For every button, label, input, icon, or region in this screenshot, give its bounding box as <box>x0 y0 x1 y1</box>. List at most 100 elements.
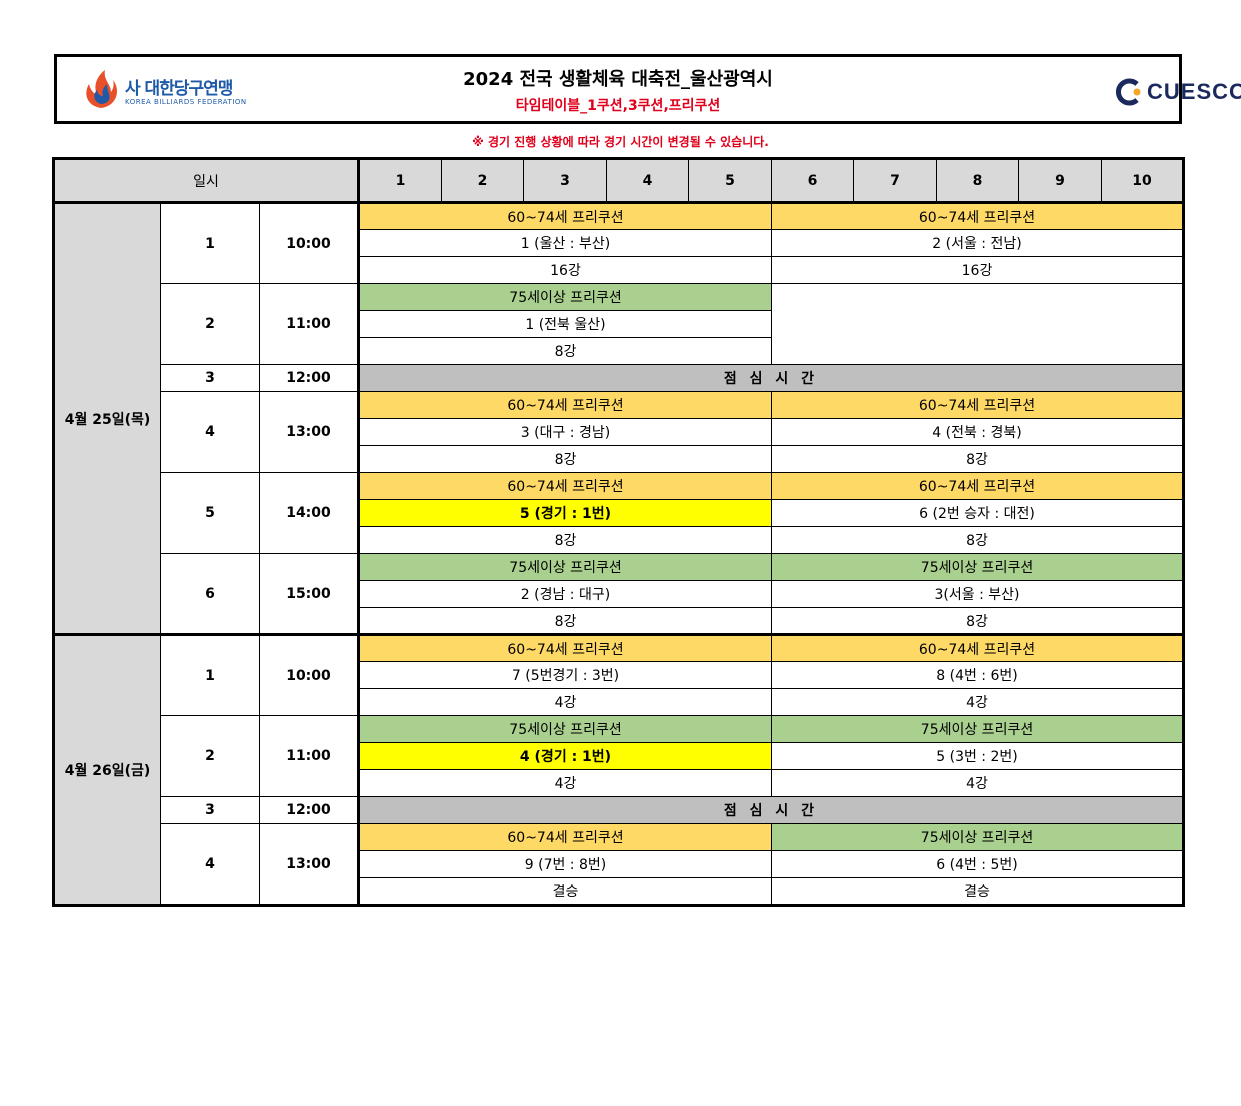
table-row: 5 14:00 60~74세 프리쿠션 60~74세 프리쿠션 <box>55 472 1183 554</box>
round-cell: 8강 <box>357 445 772 473</box>
match-cell: 1 (울산 : 부산) <box>357 229 772 257</box>
match-cell: 3 (대구 : 경남) <box>357 418 772 446</box>
match-cell: 6 (2번 승자 : 대전) <box>771 499 1183 527</box>
table-no-7: 7 <box>853 159 937 203</box>
round-cell: 8강 <box>357 526 772 554</box>
category-cell: 60~74세 프리쿠션 <box>357 201 772 230</box>
match-cell: 8 (4번 : 6번) <box>771 661 1183 689</box>
slot-time: 12:00 <box>259 364 359 392</box>
date-cell: 4월 26일(금) <box>54 633 161 905</box>
slot-time: 14:00 <box>259 472 359 554</box>
match-cell: 1 (전북 울산) <box>357 310 772 338</box>
table-row: 2 (경남 : 대구) 3(서울 : 부산) <box>55 580 1183 608</box>
slot-time: 11:00 <box>259 715 359 797</box>
slot-time: 12:00 <box>259 796 359 824</box>
match-cell: 4 (전북 : 경북) <box>771 418 1183 446</box>
slot-number: 4 <box>160 823 260 905</box>
round-cell: 4강 <box>357 688 772 716</box>
table-no-8: 8 <box>936 159 1019 203</box>
kbf-logo-english: KOREA BILLIARDS FEDERATION <box>125 98 247 106</box>
table-row: 7 (5번경기 : 3번) 8 (4번 : 6번) <box>55 661 1183 689</box>
schedule-table: 일시 1 2 3 4 5 6 7 8 9 10 4월 25일(목) 1 10:0… <box>52 157 1185 907</box>
table-row: 4강 4강 <box>55 769 1183 797</box>
slot-time: 11:00 <box>259 283 359 365</box>
table-no-4: 4 <box>606 159 689 203</box>
category-cell: 60~74세 프리쿠션 <box>771 201 1183 230</box>
slot-number: 5 <box>160 472 260 554</box>
slot-number: 1 <box>160 633 260 716</box>
page-subtitle: 타임테이블_1쿠션,3쿠션,프리쿠션 <box>515 98 721 114</box>
category-cell: 75세이상 프리쿠션 <box>357 283 772 311</box>
table-no-2: 2 <box>441 159 524 203</box>
category-cell: 60~74세 프리쿠션 <box>357 823 772 851</box>
match-cell: 6 (4번 : 5번) <box>771 850 1183 878</box>
table-row: 4강 4강 <box>55 688 1183 716</box>
date-cell: 4월 25일(목) <box>54 201 161 635</box>
table-no-5: 5 <box>688 159 772 203</box>
table-no-10: 10 <box>1101 159 1183 203</box>
category-cell: 75세이상 프리쿠션 <box>771 553 1183 581</box>
cuesco-wordmark: CUESCO <box>1147 79 1241 104</box>
category-cell: 60~74세 프리쿠션 <box>771 472 1183 500</box>
slot-time: 13:00 <box>259 391 359 473</box>
match-cell-highlighted: 5 (경기 : 1번) <box>357 499 772 527</box>
table-row: 4 13:00 60~74세 프리쿠션 60~74세 프리쿠션 <box>55 391 1183 473</box>
match-cell: 9 (7번 : 8번) <box>357 850 772 878</box>
slot-number: 2 <box>160 283 260 365</box>
category-cell: 60~74세 프리쿠션 <box>771 391 1183 419</box>
page-title: 2024 전국 생활체육 대축전_울산광역시 <box>463 69 773 90</box>
category-cell: 75세이상 프리쿠션 <box>771 823 1183 851</box>
match-cell-highlighted: 4 (경기 : 1번) <box>357 742 772 770</box>
table-no-9: 9 <box>1018 159 1102 203</box>
header-box: 사 대한당구연맹 KOREA BILLIARDS FEDERATION 2024… <box>54 54 1241 124</box>
table-no-6: 6 <box>771 159 854 203</box>
table-row: 8강 8강 <box>55 526 1183 554</box>
slot-number: 6 <box>160 553 260 635</box>
category-cell: 60~74세 프리쿠션 <box>771 633 1183 662</box>
slot-time: 10:00 <box>259 633 359 716</box>
schedule-notice: ※ 경기 진행 상황에 따라 경기 시간이 변경될 수 있습니다. <box>472 135 769 149</box>
table-row: 1 (울산 : 부산) 2 (서울 : 전남) <box>55 229 1183 257</box>
table-row: 4월 26일(금) 1 10:00 60~74세 프리쿠션 60~74세 프리쿠… <box>54 633 1183 905</box>
round-cell: 8강 <box>771 526 1183 554</box>
lunch-break-cell: 점 심 시 간 <box>357 796 1183 824</box>
table-row: 6 15:00 75세이상 프리쿠션 75세이상 프리쿠션 <box>55 553 1183 635</box>
match-cell: 5 (3번 : 2번) <box>771 742 1183 770</box>
round-cell: 8강 <box>357 337 772 365</box>
category-cell: 75세이상 프리쿠션 <box>771 715 1183 743</box>
table-no-1: 1 <box>357 159 442 203</box>
round-cell: 16강 <box>357 256 772 284</box>
match-cell: 2 (경남 : 대구) <box>357 580 772 608</box>
category-cell: 60~74세 프리쿠션 <box>357 391 772 419</box>
slot-number: 4 <box>160 391 260 473</box>
round-cell: 결승 <box>357 877 772 905</box>
round-cell: 4강 <box>771 769 1183 797</box>
category-cell: 60~74세 프리쿠션 <box>357 633 772 662</box>
table-row: 2 11:00 75세이상 프리쿠션 75세이상 프리쿠션 <box>55 715 1183 797</box>
match-cell: 3(서울 : 부산) <box>771 580 1183 608</box>
round-cell: 8강 <box>771 445 1183 473</box>
slot-time: 15:00 <box>259 553 359 635</box>
round-cell: 8강 <box>771 607 1183 635</box>
table-row: 4 13:00 60~74세 프리쿠션 75세이상 프리쿠션 <box>55 823 1183 905</box>
slot-time: 13:00 <box>259 823 359 905</box>
round-cell: 4강 <box>357 769 772 797</box>
kbf-logo-korean: 사 대한당구연맹 <box>125 79 233 99</box>
header-row: 일시 1 2 3 4 5 6 7 8 9 10 <box>54 159 1183 203</box>
table-row: 4 (경기 : 1번) 5 (3번 : 2번) <box>55 742 1183 770</box>
table-row: 4월 25일(목) 1 10:00 60~74세 프리쿠션 60~74세 프리쿠… <box>54 201 1183 635</box>
flame-icon <box>86 70 117 108</box>
col-header-datetime: 일시 <box>54 159 359 203</box>
table-row: 결승 결승 <box>55 877 1183 905</box>
table-row: 2 11:00 75세이상 프리쿠션 <box>55 283 1183 365</box>
round-cell: 결승 <box>771 877 1183 905</box>
table-row: 9 (7번 : 8번) 6 (4번 : 5번) <box>55 850 1183 878</box>
table-no-3: 3 <box>523 159 607 203</box>
cuesco-logo: CUESCO <box>1113 77 1241 107</box>
category-cell: 75세이상 프리쿠션 <box>357 715 772 743</box>
category-cell: 60~74세 프리쿠션 <box>357 472 772 500</box>
slot-time: 10:00 <box>259 201 359 284</box>
round-cell: 16강 <box>771 256 1183 284</box>
slot-number: 2 <box>160 715 260 797</box>
slot-number: 3 <box>160 796 260 824</box>
